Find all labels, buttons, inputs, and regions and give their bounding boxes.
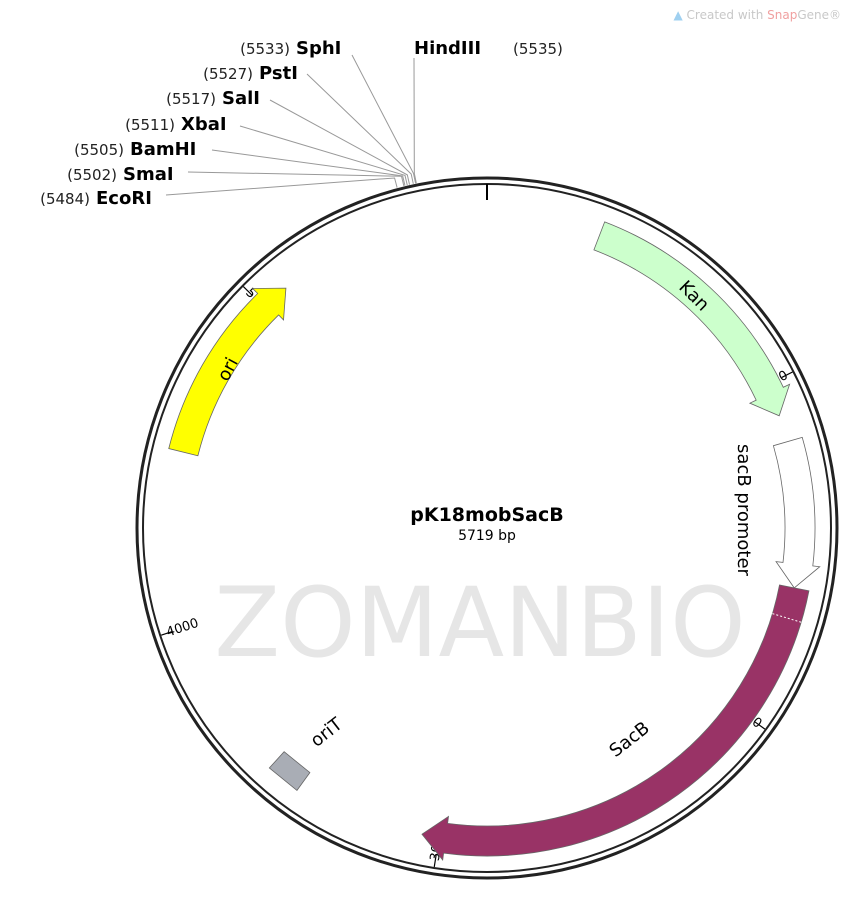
enzyme-name[interactable]: BamHI: [130, 139, 196, 160]
enzyme-sphi[interactable]: (5533) SphI: [240, 38, 341, 59]
enzyme-position: (5484): [40, 190, 90, 208]
credit-brand: Snap: [767, 8, 798, 22]
enzyme-position: (5533): [240, 40, 290, 58]
enzyme-bamhi[interactable]: (5505) BamHI: [74, 139, 196, 160]
feature-junction-mark: [772, 613, 802, 623]
enzyme-line-bamhi: [211, 149, 406, 186]
feature-kan[interactable]: [593, 221, 791, 417]
enzyme-sali[interactable]: (5517) SalI: [166, 88, 260, 109]
credit-prefix: Created with: [686, 8, 768, 22]
tick-mark: [160, 630, 173, 636]
plasmid-name: pK18mobSacB: [410, 504, 563, 526]
snapgene-credit: ▲ Created with SnapGene®: [673, 8, 841, 22]
enzyme-ecori[interactable]: (5484) EcoRI: [40, 188, 152, 209]
plasmid-length: 5719 bp: [458, 528, 516, 544]
enzyme-name[interactable]: HindIII: [414, 38, 481, 59]
tick-mark: [754, 721, 766, 730]
enzyme-xbai[interactable]: (5511) XbaI: [125, 114, 227, 135]
enzyme-name[interactable]: PstI: [259, 63, 298, 84]
enzyme-psti[interactable]: (5527) PstI: [203, 63, 298, 84]
credit-brand2: Gene®: [797, 8, 841, 22]
enzyme-line-ecori: [165, 177, 398, 196]
tick-label: 4000: [165, 616, 201, 641]
enzyme-line-psti: [306, 73, 414, 184]
enzyme-line-sali: [269, 99, 411, 185]
watermark: ZOMANBIO: [214, 567, 745, 679]
feature-ori[interactable]: [168, 287, 287, 457]
enzyme-position: (5502): [67, 166, 117, 184]
enzyme-position: (5511): [125, 116, 175, 134]
enzyme-line-xbai: [239, 125, 408, 186]
enzyme-name[interactable]: SmaI: [123, 164, 174, 185]
tick-mark: [242, 286, 253, 296]
enzyme-position: (5535): [513, 40, 563, 58]
feature-sacb[interactable]: [421, 584, 810, 862]
enzyme-position: (5517): [166, 90, 216, 108]
feature-label-orit[interactable]: oriT: [307, 713, 348, 751]
feature-sacb-promoter[interactable]: [772, 436, 821, 589]
enzyme-hindiii[interactable]: HindIII (5535): [414, 38, 563, 59]
enzyme-name[interactable]: SalI: [222, 88, 260, 109]
feature-label-sacb[interactable]: SacB: [606, 718, 654, 762]
feature-orit[interactable]: [268, 751, 311, 791]
enzyme-line-sphi: [351, 54, 417, 184]
backbone-outer: [135, 176, 839, 880]
snapgene-logo-icon: ▲: [673, 8, 683, 22]
enzyme-name[interactable]: XbaI: [181, 114, 227, 135]
tick-mark: [781, 371, 793, 378]
enzyme-name[interactable]: EcoRI: [96, 188, 152, 209]
feature-label-sacb-promoter[interactable]: sacB promoter: [733, 444, 754, 576]
enzyme-line-hindiii: [413, 57, 417, 184]
tick-mark: [433, 854, 437, 868]
enzyme-smai[interactable]: (5502) SmaI: [67, 164, 173, 185]
enzyme-position: (5527): [203, 65, 253, 83]
enzyme-name[interactable]: SphI: [296, 38, 341, 59]
enzyme-line-smai: [187, 171, 405, 187]
enzyme-position: (5505): [74, 141, 124, 159]
